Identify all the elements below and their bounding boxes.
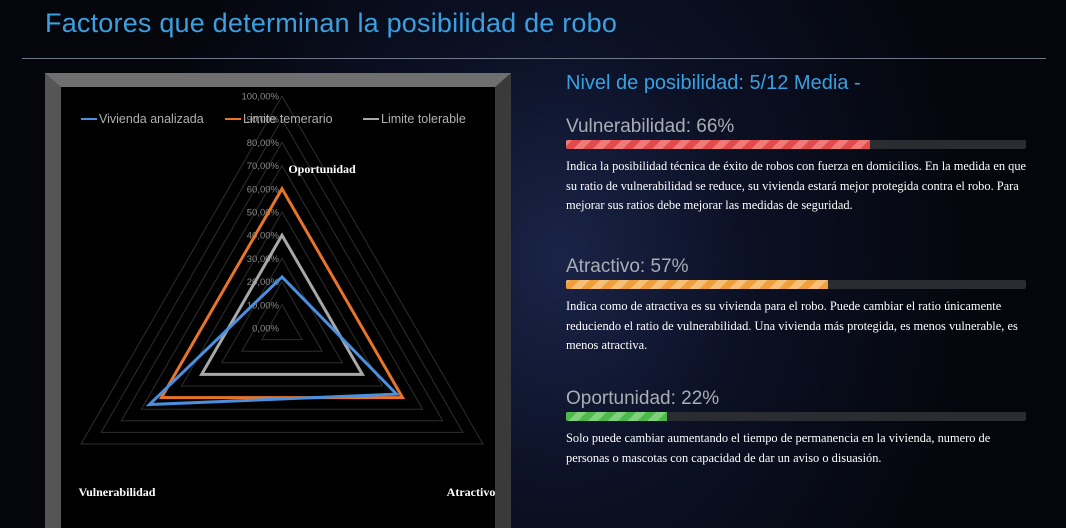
factor-title: Atractivo: 57% xyxy=(566,256,689,277)
radar-chart-frame: 0,00% 10,00% 20,00% 30,00% 40,00% 50,00% 60,00… xyxy=(45,73,511,528)
progress-fill xyxy=(566,280,829,289)
progress-track xyxy=(566,140,1026,149)
axis-label: Atractivo xyxy=(447,485,495,499)
legend-label: Vivienda analizada xyxy=(99,112,204,126)
progress-fill xyxy=(566,140,870,149)
radar-series xyxy=(145,185,406,407)
radar-chart: 0,00% 10,00% 20,00% 30,00% 40,00% 50,00% 60,00… xyxy=(79,92,495,500)
factor-title: Vulnerabilidad: 66% xyxy=(566,116,735,137)
radar-grid xyxy=(80,95,484,445)
grid-ring xyxy=(261,303,303,341)
radial-tick-label: 60,00% xyxy=(247,184,280,195)
grid-ring xyxy=(220,257,344,364)
axis-labels: Oportunidad Atractivo Vulnerabilidad xyxy=(79,162,495,499)
title-divider xyxy=(22,58,1046,59)
axis-label: Vulnerabilidad xyxy=(79,485,156,499)
series-line xyxy=(199,232,365,376)
chart-legend: Vivienda analizada Limite temerario Limite… xyxy=(81,112,466,126)
page-title: Factores que determinan la posibilidad d… xyxy=(45,8,618,38)
radial-tick-label: 50,00% xyxy=(247,208,280,219)
factor-description: Indica la posibilidad técnica de éxito d… xyxy=(566,159,1027,212)
radial-tick-label: 80,00% xyxy=(247,138,280,149)
legend-item: Limite tolerable xyxy=(363,112,466,126)
factors-panel: Nivel de posibilidad: 5/12 Media - Vulne… xyxy=(566,72,1028,465)
grid-ring xyxy=(80,95,484,445)
radial-tick-label: 30,00% xyxy=(247,254,280,265)
factor-atractivo: Atractivo: 57% Indica como de atractiva … xyxy=(566,254,1026,356)
grid-ring xyxy=(180,211,384,387)
grid-ring xyxy=(160,187,404,399)
radial-tick-label: 20,00% xyxy=(247,277,280,288)
radial-tick-label: 70,00% xyxy=(247,161,280,172)
radial-tick-labels: 0,00% 10,00% 20,00% 30,00% 40,00% 50,00% 60,00… xyxy=(241,92,279,335)
factor-description: Indica como de atractiva es su vivienda … xyxy=(566,299,1018,352)
legend-item: Limite temerario xyxy=(225,112,333,126)
progress-track xyxy=(566,412,1026,421)
grid-ring xyxy=(140,164,424,410)
radial-tick-label: 0,00% xyxy=(252,324,279,335)
grid-ring xyxy=(100,118,464,433)
grid-ring xyxy=(120,141,444,422)
radial-tick-label: 10,00% xyxy=(247,300,280,311)
progress-fill xyxy=(566,412,668,421)
factor-description: Solo puede cambiar aumentando el tiempo … xyxy=(566,431,991,465)
factor-oportunidad: Oportunidad: 22% Solo puede cambiar aume… xyxy=(566,386,1026,468)
series-line xyxy=(158,185,406,400)
series-line xyxy=(145,274,400,407)
factor-title: Oportunidad: 22% xyxy=(566,388,720,409)
progress-track xyxy=(566,280,1026,289)
radial-tick-label: 100,00% xyxy=(241,92,279,103)
radial-tick-label: 40,00% xyxy=(247,231,280,242)
grid-ring xyxy=(240,280,324,352)
level-heading: Nivel de posibilidad: 5/12 Media - xyxy=(566,72,861,94)
legend-label: Limite tolerable xyxy=(381,112,466,126)
factor-vulnerabilidad: Vulnerabilidad: 66% Indica la posibilida… xyxy=(566,114,1026,216)
legend-label: Limite temerario xyxy=(243,112,333,126)
radial-tick-label: 90,00% xyxy=(247,115,280,126)
axis-label: Oportunidad xyxy=(288,162,356,176)
legend-item: Vivienda analizada xyxy=(81,112,204,126)
